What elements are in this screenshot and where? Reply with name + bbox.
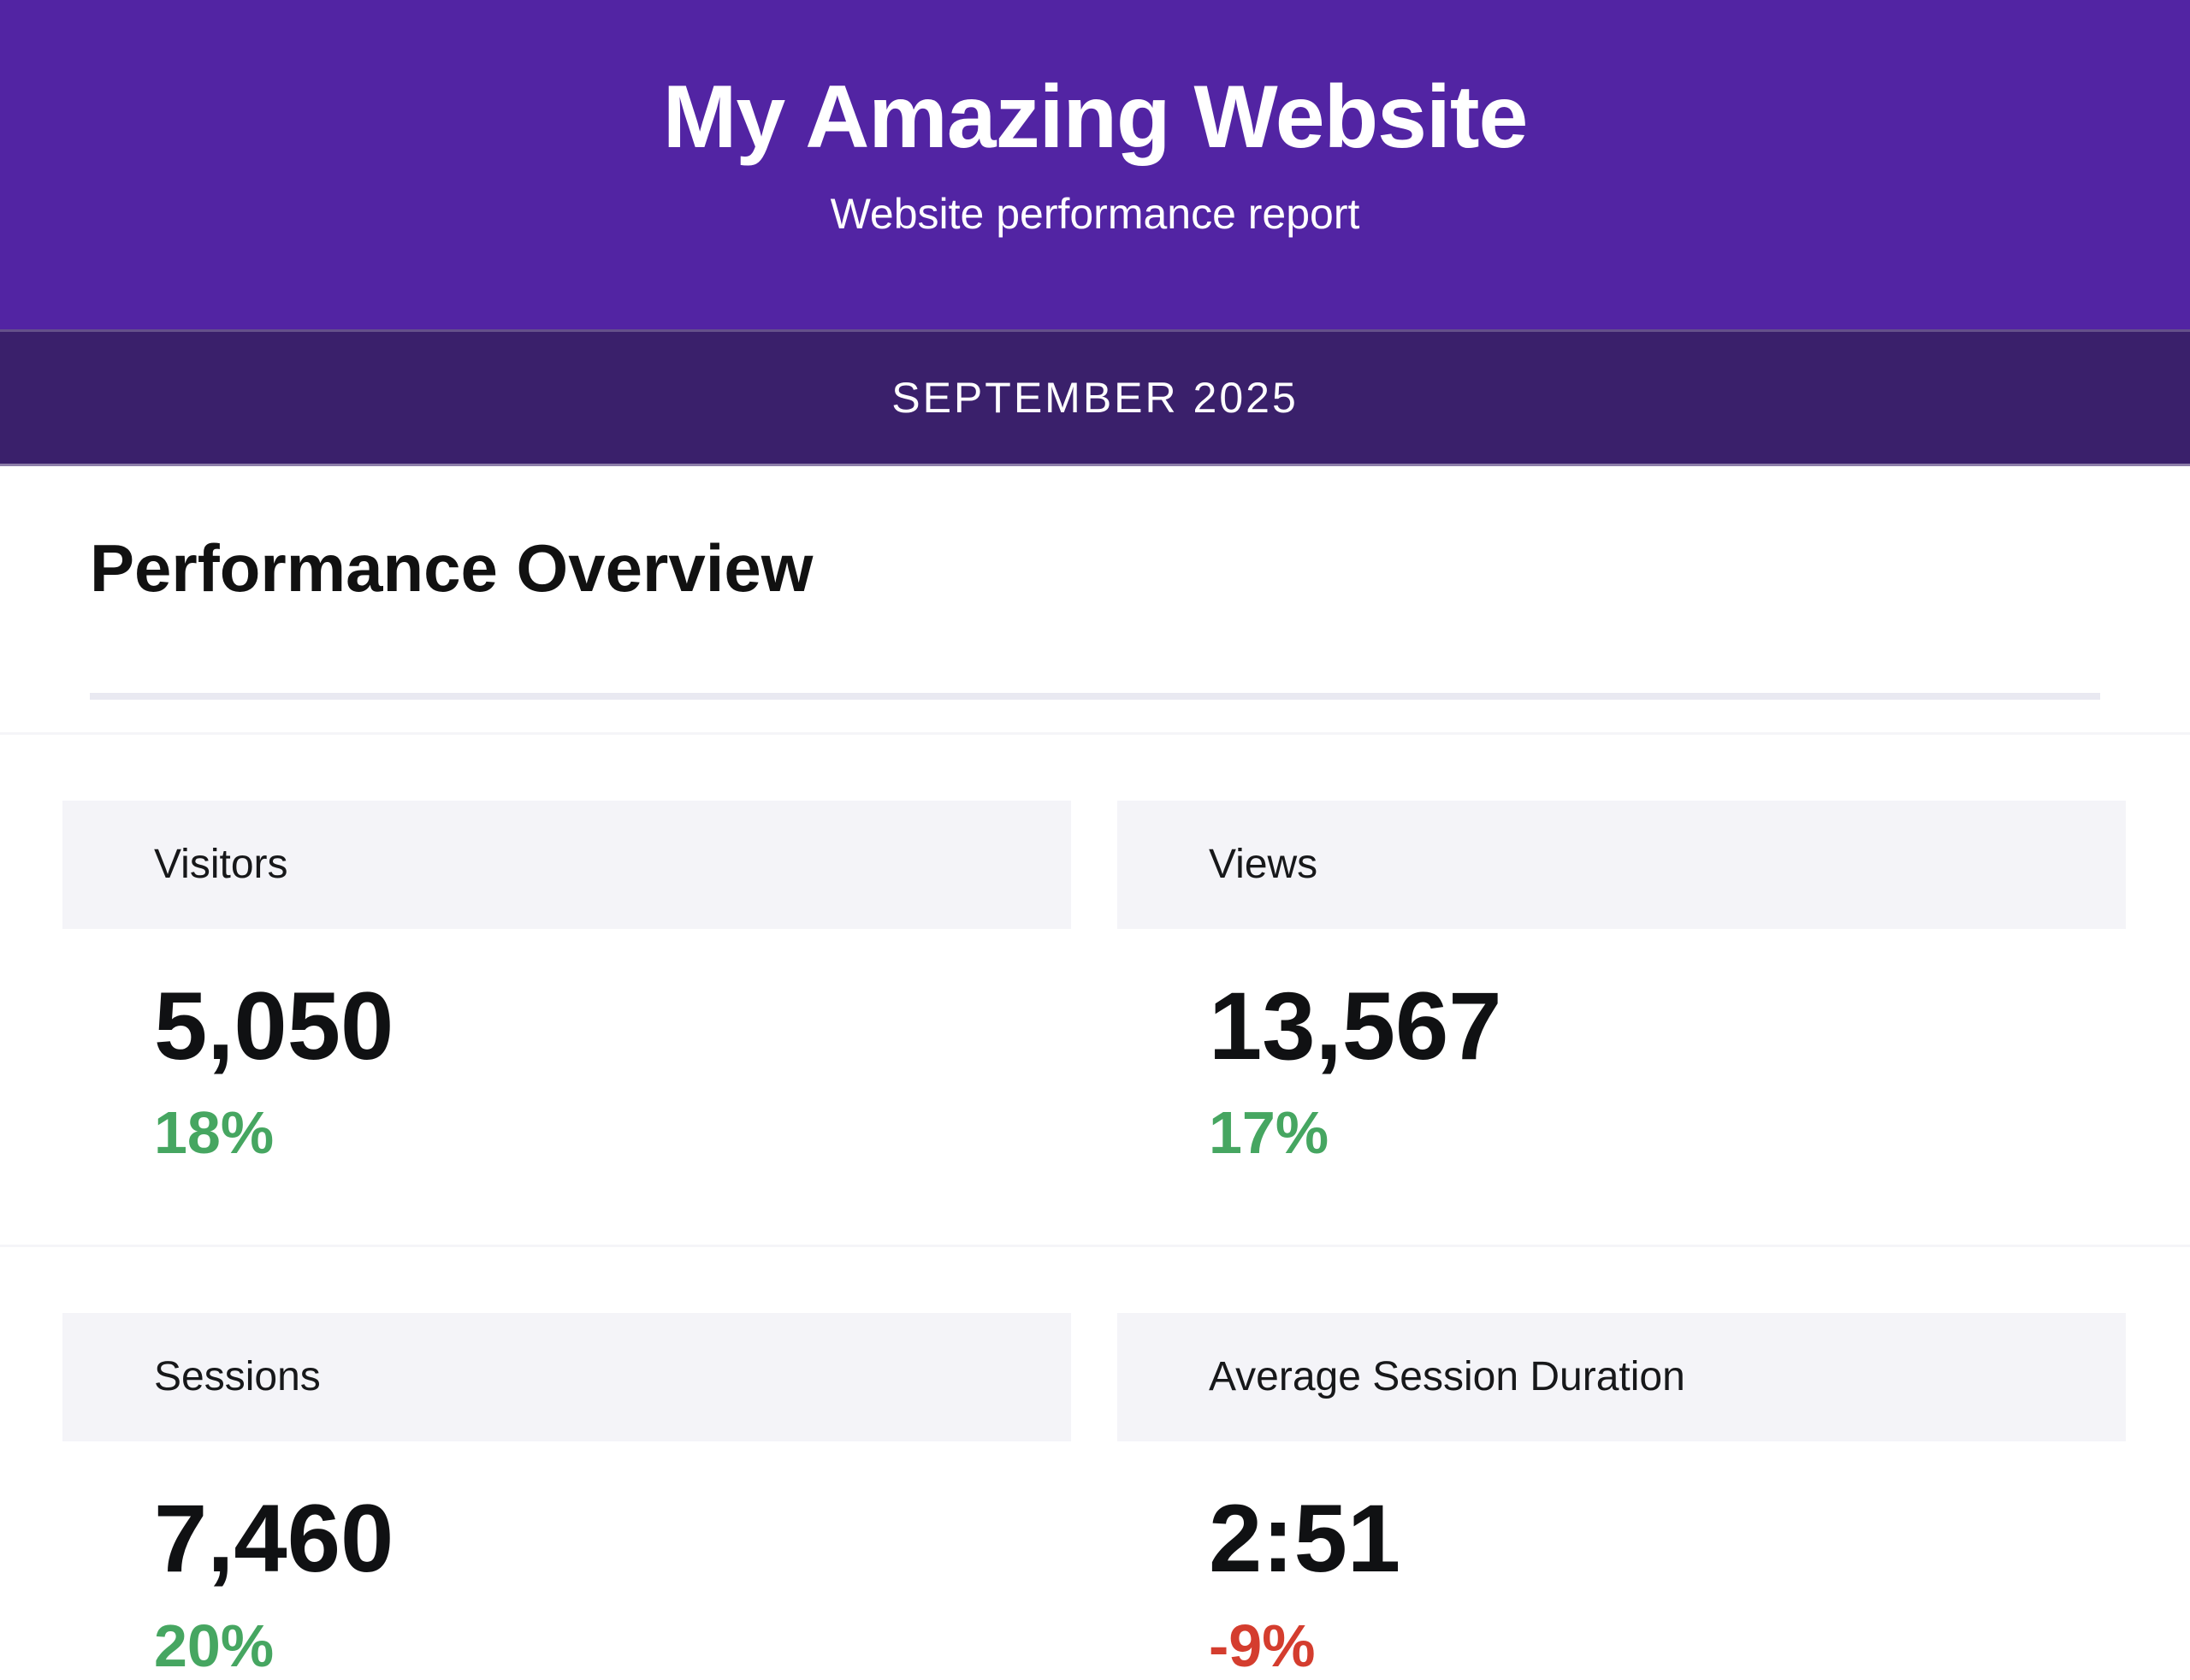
metric-value: 5,050 (154, 972, 394, 1080)
metric-value: 13,567 (1209, 972, 1502, 1080)
metric-label: Views (1209, 842, 1318, 888)
metric-card-views: Views 13,567 17% (1117, 800, 2126, 1168)
metric-card-sessions: Sessions 7,460 20% (62, 1312, 1071, 1680)
metric-label: Average Session Duration (1209, 1354, 1685, 1400)
report-period-label: SEPTEMBER 2025 (891, 374, 1299, 422)
metric-delta: 18% (154, 1099, 275, 1167)
metric-delta: -9% (1209, 1612, 1316, 1679)
metric-label: Sessions (154, 1354, 321, 1400)
metric-value: 2:51 (1209, 1484, 1401, 1592)
report-subtitle: Website performance report (830, 190, 1360, 239)
section-divider (90, 692, 2100, 700)
metric-card-avg-session-duration: Average Session Duration 2:51 -9% (1117, 1312, 2126, 1680)
metric-card-visitors: Visitors 5,050 18% (62, 800, 1071, 1168)
report-header: My Amazing Website Website performance r… (0, 0, 2190, 329)
site-title: My Amazing Website (662, 68, 1529, 167)
metrics-row-2: Sessions 7,460 20% Average Session Durat… (0, 1312, 2190, 1680)
metric-label: Visitors (154, 842, 288, 888)
metrics-row-1: Visitors 5,050 18% Views 13,567 17% (0, 800, 2190, 1168)
metric-label-bar: Sessions (62, 1312, 1071, 1441)
row-separator (0, 1244, 2190, 1247)
metric-value: 7,460 (154, 1484, 394, 1592)
section-title: Performance Overview (90, 530, 814, 606)
metric-label-bar: Visitors (62, 800, 1071, 929)
metric-delta: 17% (1209, 1099, 1329, 1167)
report-body: Performance Overview Visitors 5,050 18% … (0, 530, 2190, 1680)
report-period-banner: SEPTEMBER 2025 (0, 329, 2190, 466)
metric-delta: 20% (154, 1612, 275, 1679)
row-separator (0, 731, 2190, 735)
metric-label-bar: Average Session Duration (1117, 1312, 2126, 1441)
metric-label-bar: Views (1117, 800, 2126, 929)
